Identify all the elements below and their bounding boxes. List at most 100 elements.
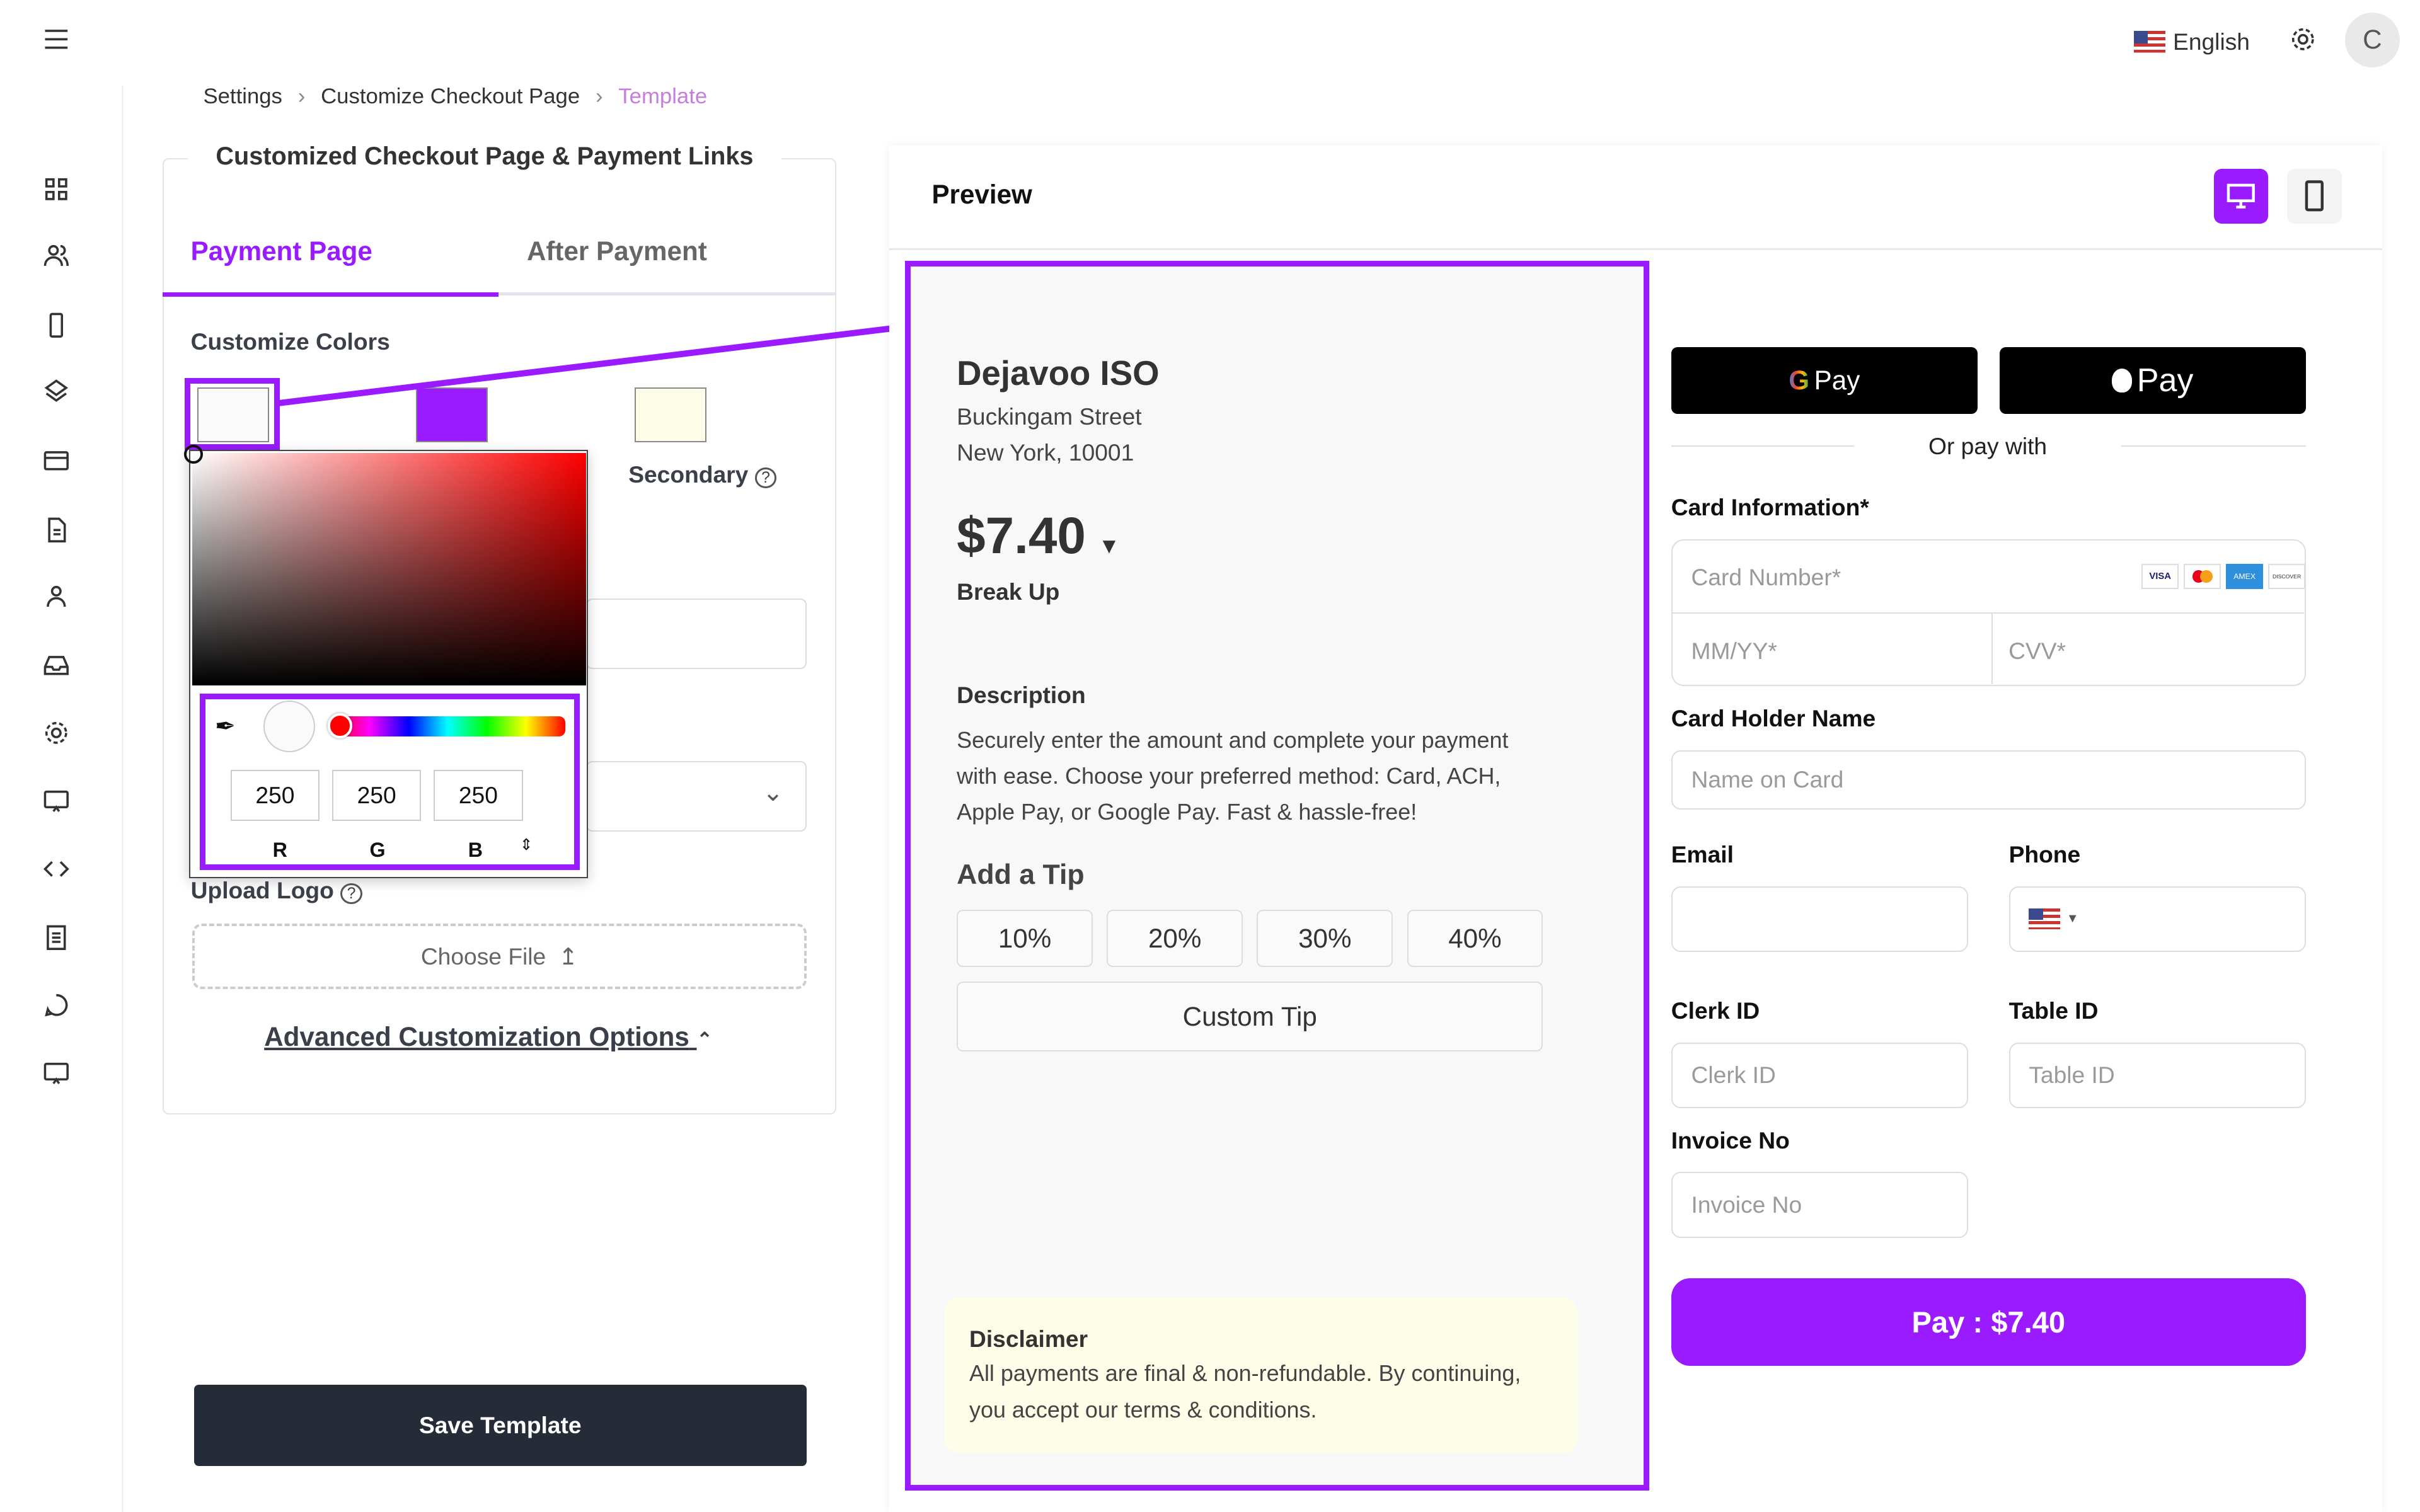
hamburger-menu-icon[interactable] [40,23,72,55]
mobile-device-icon[interactable] [40,309,72,341]
hue-handle[interactable] [327,713,353,738]
hidden-text-input[interactable] [586,598,807,669]
address-line2: New York, 10001 [957,439,1134,466]
red-label: R [272,838,287,861]
break-up-link[interactable]: Break Up [957,578,1060,605]
breadcrumb-customize-checkout[interactable]: Customize Checkout Page [321,84,580,108]
tab-payment-page[interactable]: Payment Page [190,236,372,266]
preview-title: Preview [931,180,1032,210]
us-flag-icon [2134,30,2165,53]
document-icon[interactable] [40,514,72,546]
monitor-icon[interactable] [40,786,72,818]
sidebar-divider [122,86,124,1512]
amex-icon: AMEX [2225,564,2264,589]
dashboard-icon[interactable] [40,173,72,205]
custom-tip-button[interactable]: Custom Tip [957,981,1543,1052]
choose-file-button[interactable]: Choose File ↥ [192,924,807,990]
saturation-area[interactable] [192,452,586,686]
tab-track [162,292,837,295]
chat-icon[interactable] [40,989,72,1021]
clerk-label: Clerk ID [1671,997,1760,1024]
breadcrumb: Settings › Customize Checkout Page › Tem… [203,84,707,109]
help-icon[interactable]: ? [754,467,777,488]
visa-icon: VISA [2141,564,2179,589]
clerk-input[interactable]: Clerk ID [1671,1042,1969,1108]
picker-controls: ✒ 250 250 250 R G B ⇕ [200,693,580,871]
red-input[interactable]: 250 [230,769,320,822]
help-icon[interactable]: ? [340,883,362,904]
advanced-options-link[interactable]: Advanced Customization Options ⌃ [264,1022,712,1052]
display-icon[interactable] [40,1058,72,1089]
secondary-label: Secondary ? [628,461,777,488]
language-selector[interactable]: English [2134,28,2250,55]
gear-icon[interactable] [2287,23,2319,55]
breadcrumb-settings[interactable]: Settings [203,84,282,108]
green-label: G [369,838,386,861]
merchant-name: Dejavoo ISO [957,353,1160,392]
credit-card-icon[interactable] [40,445,72,477]
disclaimer-title: Disclaimer [969,1325,1088,1352]
desktop-icon [2227,183,2255,209]
mobile-view-button[interactable] [2287,168,2342,224]
secondary-label-text: Secondary [628,461,749,488]
advanced-options-label: Advanced Customization Options [264,1022,689,1052]
saturation-handle[interactable] [184,445,203,464]
inbox-icon[interactable] [40,650,72,682]
color-picker-popup: ✒ 250 250 250 R G B ⇕ [184,445,588,879]
card-holder-label: Card Holder Name [1671,704,1876,731]
tip-20-button[interactable]: 20% [1107,909,1243,968]
hidden-select[interactable]: ⌄ [586,761,807,832]
eyedropper-icon[interactable]: ✒ [214,712,236,740]
table-input[interactable]: Table ID [2008,1042,2306,1108]
background-color-swatch[interactable] [197,387,269,442]
tip-title: Add a Tip [957,859,1085,891]
apple-pay-button[interactable]: Pay [1999,346,2306,415]
google-pay-button[interactable]: G Pay [1671,346,1978,415]
layers-icon[interactable] [40,377,72,408]
hue-slider[interactable] [330,716,565,737]
desktop-view-button[interactable] [2213,168,2269,224]
expiry-input[interactable]: MM/YY* [1691,637,1777,664]
tip-30-button[interactable]: 30% [1257,909,1393,968]
save-template-button[interactable]: Save Template [193,1384,807,1466]
disclaimer-text: All payments are final & non-refundable.… [969,1360,1521,1423]
card-row-divider [1672,612,2304,614]
upload-logo-label: Upload Logo ? [191,877,362,904]
caret-down-icon[interactable]: ▼ [2066,912,2079,926]
settings-icon[interactable] [40,718,72,749]
card-col-divider [1991,614,1993,684]
email-input[interactable] [1671,886,1969,952]
google-g-icon: G [1789,365,1810,396]
card-info-group: Card Number* MM/YY* CVV* VISA AMEX DISCO… [1671,539,2306,686]
discover-icon: DISCOVER [2267,564,2306,589]
breadcrumb-separator: › [297,84,306,108]
breadcrumb-separator: › [595,84,603,108]
amount: $7.40 ▼ [957,507,1120,566]
primary-color-swatch[interactable] [415,387,488,442]
card-holder-input[interactable]: Name on Card [1671,750,2306,810]
phone-input[interactable]: ▼ [2008,886,2306,952]
blue-input[interactable]: 250 [434,769,523,822]
tip-10-button[interactable]: 10% [957,909,1093,968]
avatar[interactable]: C [2344,12,2400,67]
card-number-input[interactable]: Card Number* [1691,564,1841,590]
format-toggle-icon[interactable]: ⇕ [519,836,533,854]
invoice-input[interactable]: Invoice No [1671,1172,1969,1238]
tab-after-payment[interactable]: After Payment [526,236,707,266]
user-icon[interactable] [40,581,72,613]
chevron-down-icon: ⌄ [763,778,784,806]
users-icon[interactable] [40,241,72,272]
table-label: Table ID [2008,997,2099,1024]
pay-button[interactable]: Pay : $7.40 [1671,1278,2306,1366]
us-flag-icon[interactable] [2029,908,2060,929]
preview-divider [889,248,2383,250]
green-input[interactable]: 250 [331,769,422,822]
secondary-color-swatch[interactable] [635,387,707,442]
cvv-input[interactable]: CVV* [2008,637,2066,664]
code-icon[interactable] [40,853,72,885]
or-pay-with: Or pay with [1928,433,2048,460]
caret-down-icon[interactable]: ▼ [1098,534,1121,558]
report-icon[interactable] [40,922,72,954]
tip-40-button[interactable]: 40% [1407,909,1543,968]
